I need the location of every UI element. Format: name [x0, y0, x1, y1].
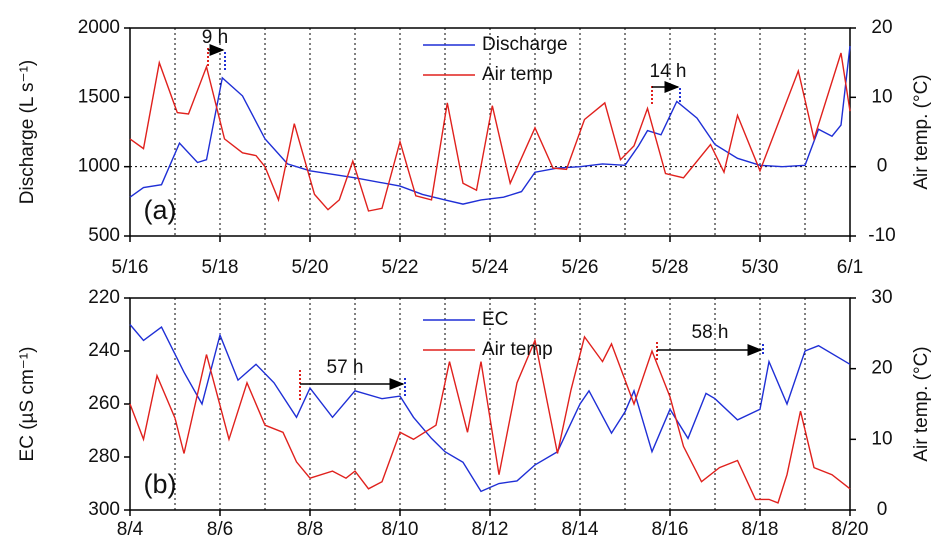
x-tick-label: 5/22 — [382, 257, 419, 278]
x-tick-label: 5/26 — [562, 257, 599, 278]
panel-label: (a) — [144, 195, 177, 225]
y-axis-title: EC (µS cm⁻¹) — [17, 347, 38, 462]
y2-tick-label: -10 — [868, 225, 895, 246]
y2-tick-label: 10 — [871, 86, 892, 107]
x-tick-label: 8/16 — [652, 519, 689, 540]
y2-axis-title: Air temp. (°C) — [911, 346, 932, 461]
x-tick-label: 5/18 — [202, 257, 239, 278]
data-line — [129, 52, 851, 212]
y2-tick-label: 20 — [871, 358, 892, 379]
y-tick-label: 220 — [88, 287, 120, 308]
y-tick-label: 260 — [88, 393, 120, 414]
y-tick-label: 280 — [88, 446, 120, 467]
lag-label: 57 h — [327, 357, 364, 378]
x-tick-label: 5/28 — [652, 257, 689, 278]
legend-label: Discharge — [482, 34, 568, 55]
y-tick-label: 500 — [88, 225, 120, 246]
x-tick-label: 8/18 — [742, 519, 779, 540]
data-line — [129, 335, 851, 504]
y2-tick-label: 10 — [871, 428, 892, 449]
x-tick-label: 8/14 — [562, 519, 599, 540]
x-tick-label: 8/8 — [297, 519, 323, 540]
x-tick-label: 5/20 — [292, 257, 329, 278]
panel-label: (b) — [144, 469, 177, 499]
x-tick-label: 8/6 — [207, 519, 233, 540]
y2-tick-label: 0 — [877, 499, 888, 520]
data-line — [129, 45, 851, 205]
x-tick-label: 5/16 — [112, 257, 149, 278]
x-tick-label: 8/12 — [472, 519, 509, 540]
x-tick-label: 5/30 — [742, 257, 779, 278]
y-tick-label: 300 — [88, 499, 120, 520]
lag-label: 58 h — [692, 322, 729, 343]
x-tick-label: 5/24 — [472, 257, 509, 278]
y2-axis-title: Air temp. (°C) — [911, 74, 932, 189]
x-tick-label: 8/20 — [832, 519, 869, 540]
lag-label: 9 h — [202, 27, 228, 48]
data-line — [129, 324, 851, 493]
y-tick-label: 2000 — [78, 17, 120, 38]
y-tick-label: 240 — [88, 340, 120, 361]
y-axis-title: Discharge (L s⁻¹) — [17, 60, 38, 204]
x-tick-label: 8/10 — [382, 519, 419, 540]
legend-label: Air temp — [482, 339, 553, 360]
legend-label: EC — [482, 309, 508, 330]
y2-tick-label: 30 — [871, 287, 892, 308]
legend-label: Air temp — [482, 64, 553, 85]
y2-tick-label: 20 — [871, 17, 892, 38]
y2-tick-label: 0 — [877, 156, 888, 177]
lag-label: 14 h — [650, 61, 687, 82]
x-tick-label: 8/4 — [117, 519, 144, 540]
x-tick-label: 6/1 — [837, 257, 863, 278]
y-tick-label: 1000 — [78, 156, 120, 177]
y-tick-label: 1500 — [78, 86, 120, 107]
